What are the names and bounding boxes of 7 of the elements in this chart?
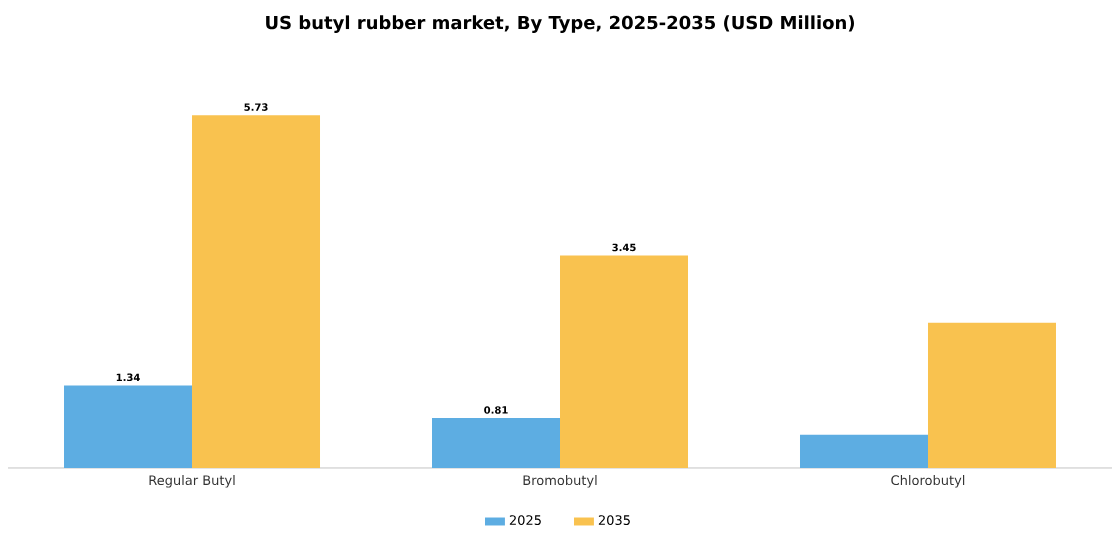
bar [64, 385, 193, 468]
bar [927, 322, 1056, 468]
chart-title: US butyl rubber market, By Type, 2025-2035 (USD Million) [266, 15, 854, 33]
bar [432, 418, 560, 468]
bar [192, 115, 321, 468]
bar [799, 434, 928, 468]
bar [560, 255, 688, 468]
